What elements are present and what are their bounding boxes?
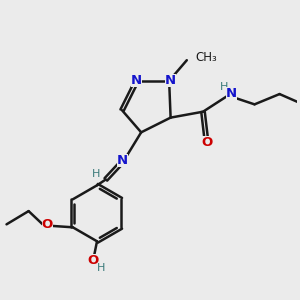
Text: N: N [130,74,142,87]
Text: N: N [226,87,237,100]
Text: H: H [220,82,229,92]
Text: O: O [87,254,98,267]
Text: O: O [41,218,53,231]
Text: O: O [202,136,213,149]
Text: N: N [117,154,128,167]
Text: CH₃: CH₃ [196,51,217,64]
Text: H: H [97,263,106,273]
Text: H: H [92,169,100,179]
Text: N: N [165,74,176,87]
